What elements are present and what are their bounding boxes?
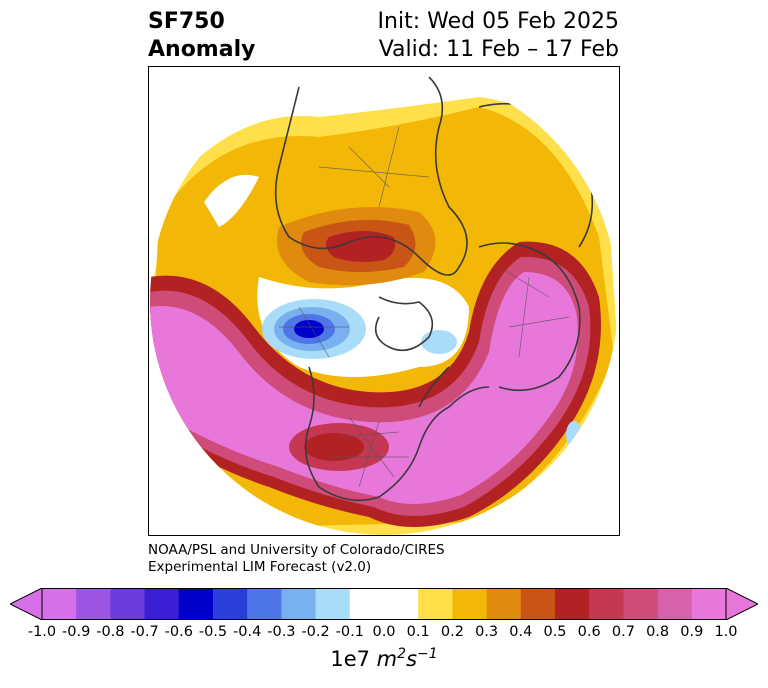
colorbar-outline	[41, 588, 727, 620]
colorbar-segment	[315, 588, 351, 620]
colorbar-max-arrow	[725, 588, 758, 620]
colorbar-tick-label: 0.6	[577, 624, 601, 640]
white-gap-west	[204, 174, 259, 227]
units-m: m	[376, 647, 398, 671]
units-m-exp: 2	[397, 646, 407, 662]
negative-anomaly-pole	[421, 330, 457, 354]
forecast-map	[148, 66, 620, 536]
map-title-left: SF750 Anomaly	[148, 8, 255, 64]
colorbar-tick-label: -0.4	[233, 624, 262, 640]
negative-anomaly-east	[566, 421, 582, 449]
colorbar-segment	[691, 588, 727, 620]
map-title-right: Init: Wed 05 Feb 2025 Valid: 11 Feb – 17…	[378, 8, 619, 64]
credit-line-2: Experimental LIM Forecast (v2.0)	[148, 559, 372, 575]
colorbar-tick-label: -0.7	[130, 624, 159, 640]
colorbar-tick-label: -1.0	[27, 624, 57, 640]
positive-anomaly-06-north	[325, 231, 396, 262]
colorbar-segment	[281, 588, 317, 620]
field-label: Anomaly	[148, 37, 256, 62]
units-s-exp: −1	[417, 646, 438, 662]
colorbar-tick-label: 0.2	[440, 624, 464, 640]
colorbar-tick-label: 0.4	[509, 624, 533, 640]
valid-range-label: Valid: 11 Feb – 17 Feb	[378, 37, 619, 62]
colorbar-tick-label: -0.2	[301, 624, 330, 640]
colorbar-segment	[349, 588, 385, 620]
negative-anomaly-06	[294, 320, 324, 338]
colorbar-tick-labels: -1.0 -0.9 -0.8 -0.7 -0.6 -0.5 -0.4 -0.3 -0.2 -0.1…	[0, 624, 768, 644]
colorbar-segment	[384, 588, 419, 620]
colorbar-tick-label: -0.1	[335, 624, 364, 640]
colorbar-segment	[144, 588, 180, 620]
colorbar-segment	[110, 588, 146, 620]
colorbar-segment	[555, 588, 590, 620]
units-s: s	[406, 647, 418, 671]
polar-projection-map	[150, 67, 618, 535]
colorbar-segment	[589, 588, 624, 620]
positive-anomaly-us-core	[304, 433, 364, 461]
colorbar-min-arrow	[10, 588, 43, 620]
colorbar-tick-label: -0.3	[267, 624, 296, 640]
colorbar-segment	[486, 588, 522, 620]
colorbar-segments	[42, 588, 727, 620]
positive-anomaly-10-band	[150, 272, 578, 504]
colorbar-segment	[76, 588, 111, 620]
colorbar-tick-label: -0.5	[198, 624, 228, 640]
colorbar-segment	[178, 588, 214, 620]
colorbar-tick-label: -0.6	[164, 624, 193, 640]
colorbar-tick-label: 0.8	[646, 624, 670, 640]
colorbar-tick-label: 0.0	[372, 624, 396, 640]
colorbar	[10, 588, 758, 620]
variable-label: SF750	[148, 9, 225, 34]
colorbar-tick-label: 0.1	[406, 624, 430, 640]
colorbar-tick-label: 0.7	[611, 624, 635, 640]
colorbar-segment	[623, 588, 659, 620]
init-date-label: Init: Wed 05 Feb 2025	[377, 9, 619, 34]
colorbar-segment	[247, 588, 282, 620]
colorbar-tick-label: 0.9	[680, 624, 704, 640]
units-base: 1e7	[330, 647, 370, 671]
colorbar-units: 1e7 m2s−1	[0, 646, 768, 671]
colorbar-tick-label: 1.0	[714, 624, 738, 640]
credit-line-1: NOAA/PSL and University of Colorado/CIRE…	[148, 542, 445, 558]
colorbar-tick-label: -0.9	[62, 624, 91, 640]
colorbar-tick-label: 0.3	[475, 624, 499, 640]
colorbar-segment	[452, 588, 488, 620]
colorbar-segment	[657, 588, 693, 620]
credit-text: NOAA/PSL and University of Colorado/CIRE…	[148, 542, 445, 576]
colorbar-segment	[213, 588, 248, 620]
colorbar-segment	[418, 588, 453, 620]
colorbar-tick-label: 0.5	[543, 624, 567, 640]
colorbar-segment	[42, 588, 77, 620]
colorbar-tick-label: -0.8	[96, 624, 125, 640]
borders	[279, 126, 570, 488]
colorbar-segment	[520, 588, 556, 620]
